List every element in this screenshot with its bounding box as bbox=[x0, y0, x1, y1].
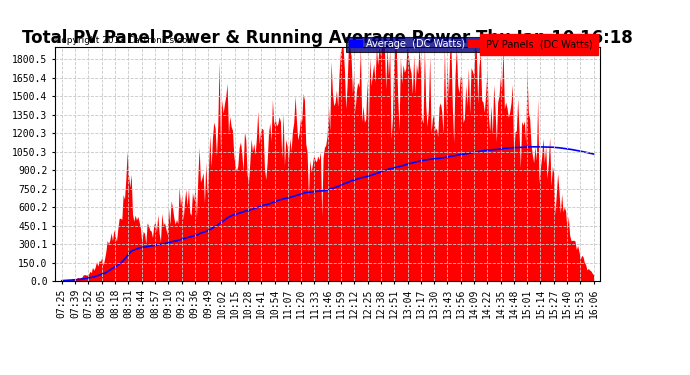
Legend: Average  (DC Watts), PV Panels  (DC Watts): Average (DC Watts), PV Panels (DC Watts) bbox=[346, 36, 595, 52]
Title: Total PV Panel Power & Running Average Power Thu Jan 10 16:18: Total PV Panel Power & Running Average P… bbox=[22, 29, 633, 47]
Text: Copyright 2013 Cartronics.com: Copyright 2013 Cartronics.com bbox=[55, 36, 197, 45]
